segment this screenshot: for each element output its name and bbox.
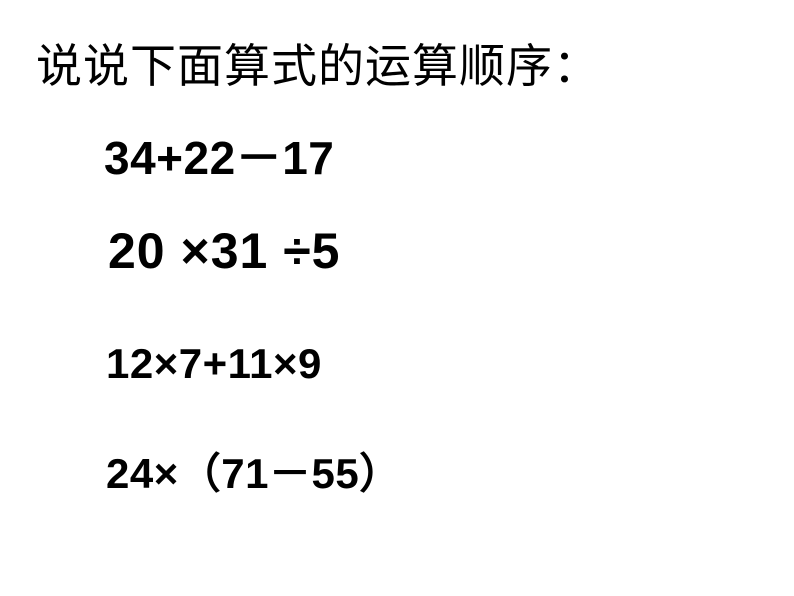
expression-1: 34+22－17 — [104, 122, 334, 188]
slide-heading: 说说下面算式的运算顺序： — [36, 30, 600, 96]
expression-2: 20 ×31 ÷5 — [108, 222, 340, 280]
expression-4: 24×（71－55） — [106, 440, 402, 501]
expression-3: 12×7+11×9 — [106, 340, 322, 388]
